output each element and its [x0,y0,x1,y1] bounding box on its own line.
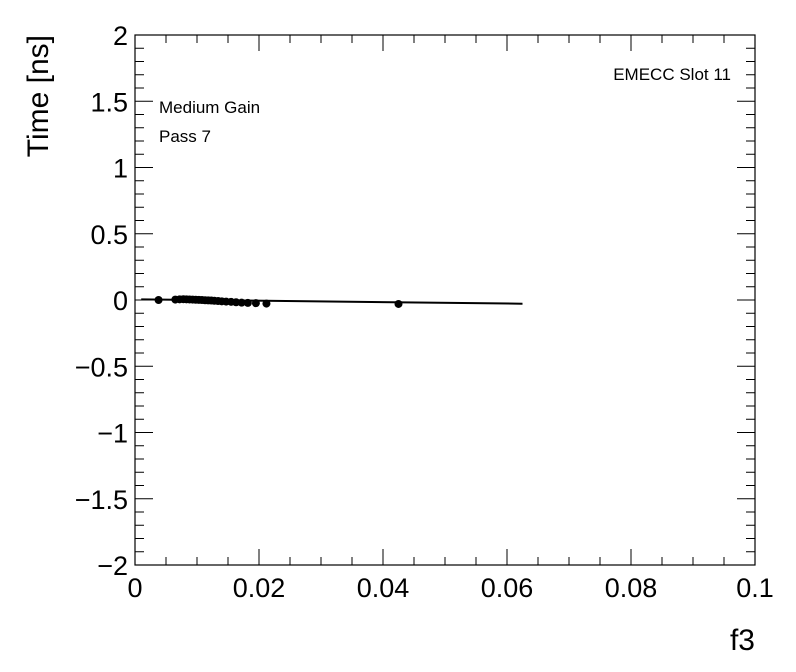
data-point [262,299,271,308]
data-points [154,295,403,308]
y-axis-title: Time [ns] [22,35,55,157]
x-tick-label: 0.1 [736,573,774,603]
annotation-gain: Medium Gain [159,98,260,117]
y-tick-label: −0.5 [75,352,128,382]
annotation-slot: EMECC Slot 11 [613,65,731,84]
y-axis-ticks: −2 −1.5 −1 −0.5 0 0.5 1 1.5 2 [75,21,755,581]
x-tick-label: 0.06 [481,573,534,603]
x-axis-title: f3 [730,624,755,657]
data-point [251,299,260,308]
y-tick-label: 2 [113,21,128,51]
y-tick-label: 1.5 [90,87,128,117]
annotation-pass: Pass 7 [159,127,211,146]
x-tick-label: 0.04 [357,573,410,603]
x-tick-label: 0.08 [605,573,658,603]
data-point [237,298,246,307]
x-tick-label: 0.02 [233,573,286,603]
y-tick-label: −1 [97,419,128,449]
x-axis-ticks: 0 0.02 0.04 0.06 0.08 0.1 [127,35,774,603]
x-tick-label: 0 [127,573,142,603]
y-tick-label: 0.5 [90,220,128,250]
y-tick-label: 1 [113,154,128,184]
y-tick-label: −2 [97,551,128,581]
data-point [154,296,163,304]
y-tick-label: −1.5 [75,485,128,515]
y-tick-label: 0 [113,286,128,316]
data-point [243,298,252,307]
data-point [394,299,403,308]
